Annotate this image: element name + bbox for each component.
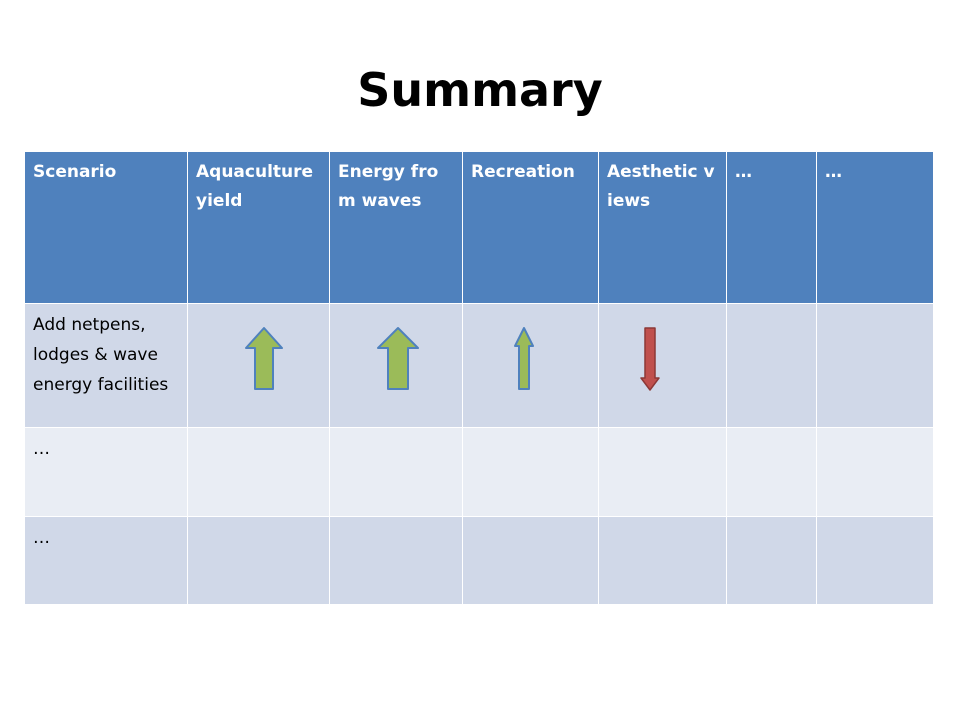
empty-cell: [816, 427, 934, 517]
up-arrow-icon: [377, 327, 419, 390]
header-aquaculture-yield: Aquaculture yield: [187, 151, 330, 304]
empty-cell: [462, 427, 599, 517]
empty-cell: [187, 427, 330, 517]
up-arrow-icon: [245, 327, 283, 390]
summary-table: Scenario Aquaculture yield Energy from w…: [24, 151, 934, 605]
table-row: …: [24, 427, 934, 517]
table-row: Add netpens, lodges & wave energy facili…: [24, 303, 934, 428]
scenario-cell: Add netpens, lodges & wave energy facili…: [24, 303, 188, 428]
energy-effect-cell: [329, 303, 463, 428]
empty-cell: [726, 427, 817, 517]
header-ellipsis-2: …: [816, 151, 934, 304]
empty-cell: [726, 516, 817, 605]
empty-cell: [462, 516, 599, 605]
empty-cell: [816, 516, 934, 605]
header-energy-from-waves: Energy from waves: [329, 151, 463, 304]
slide-title: Summary: [357, 63, 603, 117]
header-ellipsis-1: …: [726, 151, 817, 304]
down-arrow-icon: [640, 327, 660, 391]
empty-cell: [187, 516, 330, 605]
aquaculture-effect-cell: [187, 303, 330, 428]
empty-cell: [329, 427, 463, 517]
header-scenario: Scenario: [24, 151, 188, 304]
table-header-row: Scenario Aquaculture yield Energy from w…: [24, 151, 934, 304]
up-arrow-icon: [514, 327, 534, 390]
empty-cell: [816, 303, 934, 428]
scenario-cell: …: [24, 427, 188, 517]
scenario-cell: …: [24, 516, 188, 605]
empty-cell: [726, 303, 817, 428]
header-aesthetic-views: Aesthetic views: [598, 151, 727, 304]
aesthetic-effect-cell: [598, 303, 727, 428]
recreation-effect-cell: [462, 303, 599, 428]
header-recreation: Recreation: [462, 151, 599, 304]
empty-cell: [598, 427, 727, 517]
table-row: …: [24, 516, 934, 605]
empty-cell: [598, 516, 727, 605]
empty-cell: [329, 516, 463, 605]
